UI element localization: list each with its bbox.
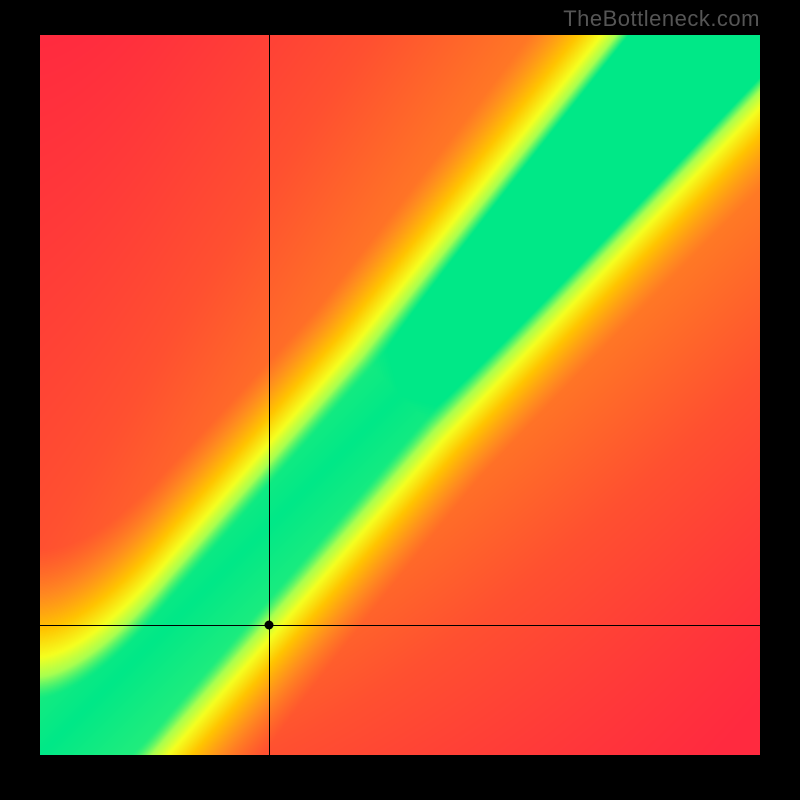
bottleneck-heatmap xyxy=(40,35,760,755)
plot-area xyxy=(40,35,760,755)
watermark-text: TheBottleneck.com xyxy=(563,6,760,32)
